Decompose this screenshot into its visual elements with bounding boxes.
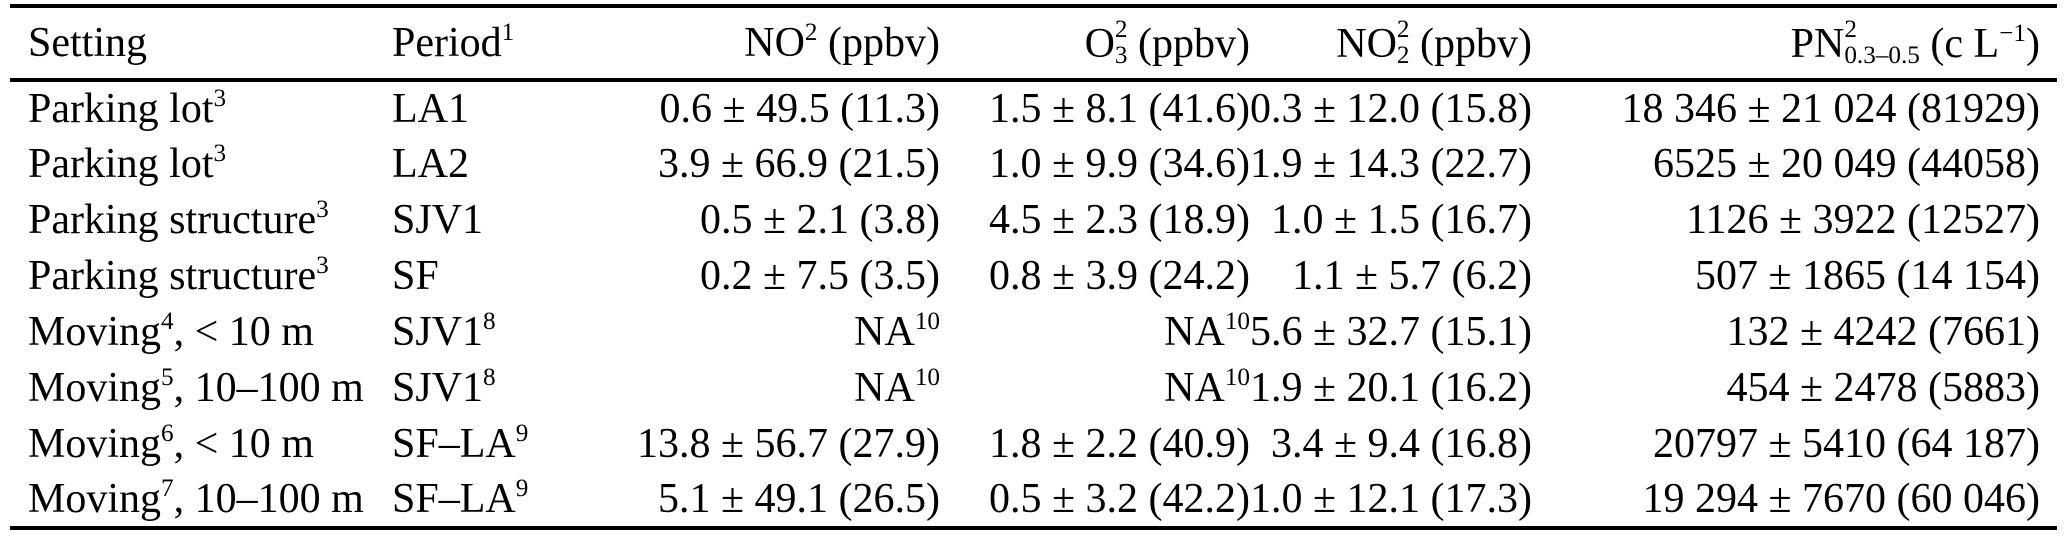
cell-no: 3.9 ± 66.9 (21.5) [657,141,940,187]
cell-no2: 1.0 ± 1.5 (16.7) [1270,197,1532,243]
cell-pn: 1126 ± 3922 (12527) [1686,197,2040,243]
cell-o3: 1.0 ± 9.9 (34.6) [988,141,1250,187]
table-row: Moving6, < 10 m SF–LA9 13.8 ± 56.7 (27.9) 1… [10,416,2057,472]
cell-pn: 19 294 ± 7670 (60 046) [1642,476,2040,522]
cell-period: LA1 [392,86,469,132]
cell-no: 0.5 ± 2.1 (3.8) [699,197,940,243]
cell-no2: 3.4 ± 9.4 (16.8) [1270,421,1532,467]
superscript: 2 [804,19,818,47]
table-row: Parking lot3 LA2 3.9 ± 66.9 (21.5) 1.0 ± 9.… [10,136,2057,192]
cell-o3: 1.5 ± 8.1 (41.6) [988,86,1250,132]
superscript: 8 [483,364,496,392]
superscript: 10 [914,308,940,336]
superscript: 3 [316,252,329,280]
cell-no: NA10 [854,308,940,355]
cell-setting: Parking structure3 [28,196,329,243]
cell-setting: Moving4, < 10 m [28,308,314,355]
cell-o3: NA10 [1164,364,1250,411]
superscript: 10 [1224,364,1250,392]
cell-period: SJV1 [392,197,484,243]
cell-period: SJV18 [392,308,496,355]
superscript: 10 [1224,308,1250,336]
superscript: 9 [515,475,529,503]
cell-no2: 1.1 ± 5.7 (6.2) [1291,253,1532,299]
cell-setting: Moving6, < 10 m [28,420,314,467]
superscript: 6 [161,420,174,448]
cell-no: 0.2 ± 7.5 (3.5) [699,253,940,299]
header-row: Setting Period1 NO2 (ppbv) O 2 3 (ppbv) NO 2 2 (… [10,6,2057,80]
cell-o3: 0.5 ± 3.2 (42.2) [988,476,1250,522]
measurement-summary-table-wrap: Setting Period1 NO2 (ppbv) O 2 3 (ppbv) NO 2 2 (… [10,4,2057,530]
superscript: 7 [161,475,174,503]
cell-pn: 132 ± 4242 (7661) [1726,309,2040,355]
cell-no2: 5.6 ± 32.7 (15.1) [1250,309,1533,355]
cell-no2: 1.9 ± 14.3 (22.7) [1250,141,1533,187]
column-header-no: NO2 (ppbv) [744,19,940,66]
superscript: 1 [501,19,515,47]
superscript: −1 [1999,20,2026,48]
measurement-summary-table: Setting Period1 NO2 (ppbv) O 2 3 (ppbv) NO 2 2 (… [10,4,2057,530]
column-header-setting: Setting [28,20,148,66]
cell-no: 5.1 ± 49.1 (26.5) [657,476,940,522]
cell-pn: 18 346 ± 21 024 (81929) [1621,86,2040,132]
table-row: Parking structure3 SJV1 0.5 ± 2.1 (3.8) 4.5… [10,192,2057,248]
table-row: Moving5, 10–100 m SJV18 NA10 NA10 1.9 ± 20.1… [10,360,2057,416]
cell-no: 0.6 ± 49.5 (11.3) [659,86,940,132]
cell-o3: NA10 [1164,308,1250,355]
superscript: 4 [161,308,174,336]
superscript: 10 [914,364,940,392]
cell-period: SF [392,253,439,299]
cell-pn: 507 ± 1865 (14 154) [1694,253,2040,299]
table-header: Setting Period1 NO2 (ppbv) O 2 3 (ppbv) NO 2 2 (… [10,6,2057,80]
table-row: Moving7, 10–100 m SF–LA9 5.1 ± 49.1 (26.5)… [10,472,2057,528]
cell-period: SJV18 [392,364,496,411]
column-header-pn: PN 2 0.3–0.5 (c L−1) [1790,15,2040,69]
cell-o3: 1.8 ± 2.2 (40.9) [988,421,1250,467]
cell-setting: Parking lot3 [28,85,227,132]
column-header-no2: NO 2 2 (ppbv) [1336,15,1532,69]
cell-no2: 1.9 ± 20.1 (16.2) [1250,365,1533,411]
cell-no2: 0.3 ± 12.0 (15.8) [1250,86,1533,132]
superscript: 3 [213,85,227,113]
cell-o3: 0.8 ± 3.9 (24.2) [988,253,1250,299]
table-row: Moving4, < 10 m SJV18 NA10 NA10 5.6 ± 32.7 (… [10,304,2057,360]
cell-period: SF–LA9 [392,475,529,522]
cell-period: LA2 [392,141,469,187]
cell-setting: Parking structure3 [28,252,329,299]
table-row: Parking structure3 SF 0.2 ± 7.5 (3.5) 0.8 ±… [10,248,2057,304]
cell-setting: Moving5, 10–100 m [28,364,364,411]
superscript: 9 [515,420,529,448]
cell-no: NA10 [854,364,940,411]
column-header-period: Period1 [392,19,515,66]
superscript: 3 [213,140,227,168]
superscript: 3 [316,196,329,224]
cell-setting: Moving7, 10–100 m [28,475,364,522]
superscript: 8 [483,308,496,336]
cell-no: 13.8 ± 56.7 (27.9) [636,421,940,467]
cell-o3: 4.5 ± 2.3 (18.9) [988,197,1250,243]
cell-period: SF–LA9 [392,420,529,467]
table-body: Parking lot3 LA1 0.6 ± 49.5 (11.3) 1.5 ± 8.… [10,80,2057,528]
stacked-supsub: 2 0.3–0.5 [1844,15,1920,69]
cell-pn: 6525 ± 20 049 (44058) [1652,141,2040,187]
cell-no2: 1.0 ± 12.1 (17.3) [1250,476,1533,522]
cell-pn: 454 ± 2478 (5883) [1726,365,2040,411]
table-row: Parking lot3 LA1 0.6 ± 49.5 (11.3) 1.5 ± 8.… [10,80,2057,136]
superscript: 5 [161,364,174,392]
cell-setting: Parking lot3 [28,140,227,187]
cell-pn: 20797 ± 5410 (64 187) [1652,421,2040,467]
